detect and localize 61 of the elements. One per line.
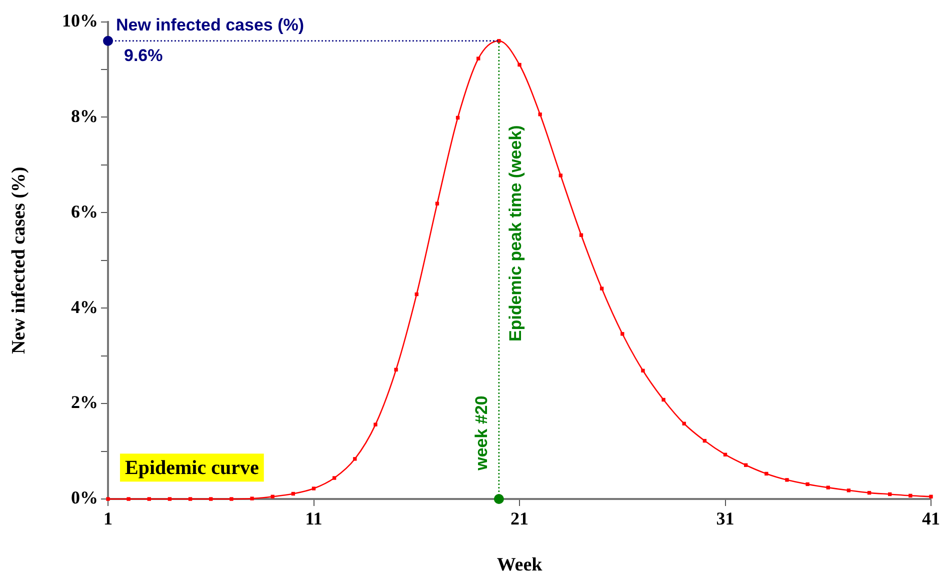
point <box>374 422 378 426</box>
point <box>353 457 357 461</box>
y-axis-title: New infected cases (%) <box>8 166 30 354</box>
point <box>291 492 296 496</box>
point <box>209 497 213 501</box>
point <box>846 488 851 492</box>
y-tick-label: 2% <box>71 392 98 412</box>
annotation: New infected cases (%) <box>116 15 304 34</box>
point <box>126 497 130 501</box>
point <box>785 478 789 482</box>
x-tick-label: 31 <box>716 508 734 528</box>
point <box>250 496 254 500</box>
point <box>682 422 686 426</box>
ref-line-label: week #20 <box>472 396 492 472</box>
point <box>600 286 604 290</box>
point <box>702 438 707 443</box>
point <box>867 490 872 495</box>
y-tick-label: 8% <box>71 106 98 126</box>
point <box>806 482 810 486</box>
point <box>929 494 933 498</box>
point <box>147 497 151 501</box>
point <box>641 368 645 372</box>
point <box>332 476 336 480</box>
point <box>764 472 768 476</box>
point <box>394 368 398 372</box>
point <box>579 233 584 237</box>
point <box>230 497 234 501</box>
point <box>826 486 830 490</box>
point <box>558 174 562 178</box>
point <box>476 56 480 60</box>
point <box>106 497 110 501</box>
point <box>518 62 522 67</box>
ref-line-label: 9.6% <box>124 46 163 66</box>
point <box>103 36 113 46</box>
x-tick-label: 1 <box>104 508 112 528</box>
point <box>168 497 172 501</box>
point <box>435 202 440 206</box>
x-axis-title: Week <box>496 554 543 576</box>
point <box>494 494 504 504</box>
point <box>270 494 274 498</box>
x-tick-label: 41 <box>922 508 940 528</box>
point <box>414 292 418 296</box>
point <box>723 452 728 456</box>
point <box>908 494 912 498</box>
point <box>456 116 460 120</box>
y-tick-label: 6% <box>71 201 98 222</box>
point <box>497 39 501 43</box>
annotation: Epidemic peak time (week) <box>506 125 526 342</box>
x-tick-label: 21 <box>510 508 528 528</box>
point <box>744 463 748 467</box>
point <box>188 497 192 501</box>
x-tick-label: 11 <box>305 508 322 528</box>
y-tick-label: 0% <box>71 488 98 508</box>
point <box>538 112 542 116</box>
point <box>662 398 666 402</box>
y-tick-label: 4% <box>71 296 98 317</box>
point <box>312 486 316 490</box>
annotation: Epidemic curve <box>125 456 259 479</box>
point <box>620 332 624 336</box>
point <box>888 492 892 496</box>
y-tick-label: 10% <box>62 10 98 30</box>
